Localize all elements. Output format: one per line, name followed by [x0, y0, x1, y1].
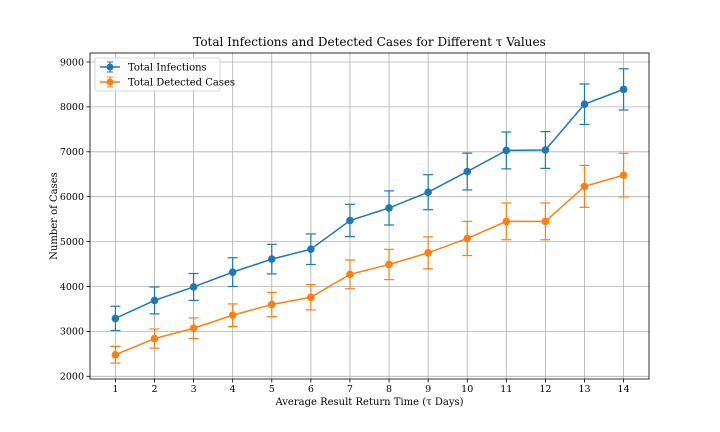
data-point [619, 85, 628, 94]
x-tick-label: 9 [425, 384, 431, 395]
x-tick-label: 6 [308, 384, 314, 395]
data-point [150, 296, 159, 305]
data-point [307, 245, 315, 254]
series-line [115, 174, 624, 356]
x-tick-label: 12 [539, 384, 551, 395]
x-tick-label: 5 [269, 384, 275, 395]
data-point [541, 146, 550, 154]
x-tick-label: 3 [191, 384, 197, 395]
data-point [267, 255, 276, 263]
series-line [115, 88, 624, 320]
data-point [463, 167, 472, 176]
data-point [619, 171, 628, 179]
x-tick-label: 7 [347, 384, 353, 395]
y-axis-title: Number of Cases [49, 172, 60, 260]
x-tick-label: 2 [151, 384, 157, 395]
x-tick-label: 4 [230, 384, 236, 395]
y-tick-label: 6000 [60, 192, 84, 203]
y-tick-label: 4000 [60, 282, 84, 293]
legend: Total Infections Total Detected Cases [94, 57, 235, 92]
data-point [267, 300, 276, 309]
chart-title: Total Infections and Detected Cases for … [193, 35, 545, 49]
data-point [502, 217, 511, 226]
data-point [580, 182, 589, 191]
y-tick-label: 2000 [60, 372, 84, 383]
x-axis-title: Average Result Return Time (τ Days) [274, 397, 463, 408]
y-tick-label: 7000 [60, 147, 84, 158]
series-2 [110, 152, 629, 364]
y-tick-label: 8000 [60, 102, 84, 113]
data-point [424, 249, 432, 257]
data-point [502, 146, 511, 155]
data-point [346, 270, 354, 279]
x-tick-label: 8 [386, 384, 392, 395]
data-point [541, 217, 550, 226]
y-tick-label: 3000 [60, 327, 84, 338]
legend-label: Total Detected Cases [128, 78, 235, 89]
plot-frame [89, 52, 650, 380]
y-tick-label: 5000 [60, 237, 84, 248]
data-point [150, 334, 159, 343]
y-tick-label: 9000 [60, 57, 84, 68]
data-point [189, 324, 198, 333]
x-tick-label: 1 [112, 384, 118, 395]
x-tick-label: 11 [500, 384, 512, 395]
data-point [385, 260, 393, 269]
legend-marker [106, 78, 114, 86]
data-point [111, 350, 120, 359]
x-tick-label: 13 [578, 384, 590, 395]
data-point [424, 188, 432, 197]
data-point [346, 216, 354, 225]
data-point [307, 293, 315, 302]
legend-marker [106, 63, 114, 71]
data-point [228, 311, 237, 320]
legend-label: Total Infections [128, 63, 207, 74]
data-point [580, 100, 589, 108]
data-point [189, 283, 198, 291]
series-layer [110, 68, 629, 364]
legend-box [94, 57, 221, 92]
data-point [463, 234, 472, 243]
axis-layer: 1 2 3 4 5 6 7 8 9 10 11 12 13 14200030004000500060007… [60, 52, 650, 395]
data-point [228, 268, 237, 276]
x-tick-label: 14 [618, 384, 630, 395]
data-point [385, 204, 393, 212]
data-point [111, 314, 120, 323]
series-1 [110, 68, 629, 332]
x-tick-label: 10 [461, 384, 473, 395]
